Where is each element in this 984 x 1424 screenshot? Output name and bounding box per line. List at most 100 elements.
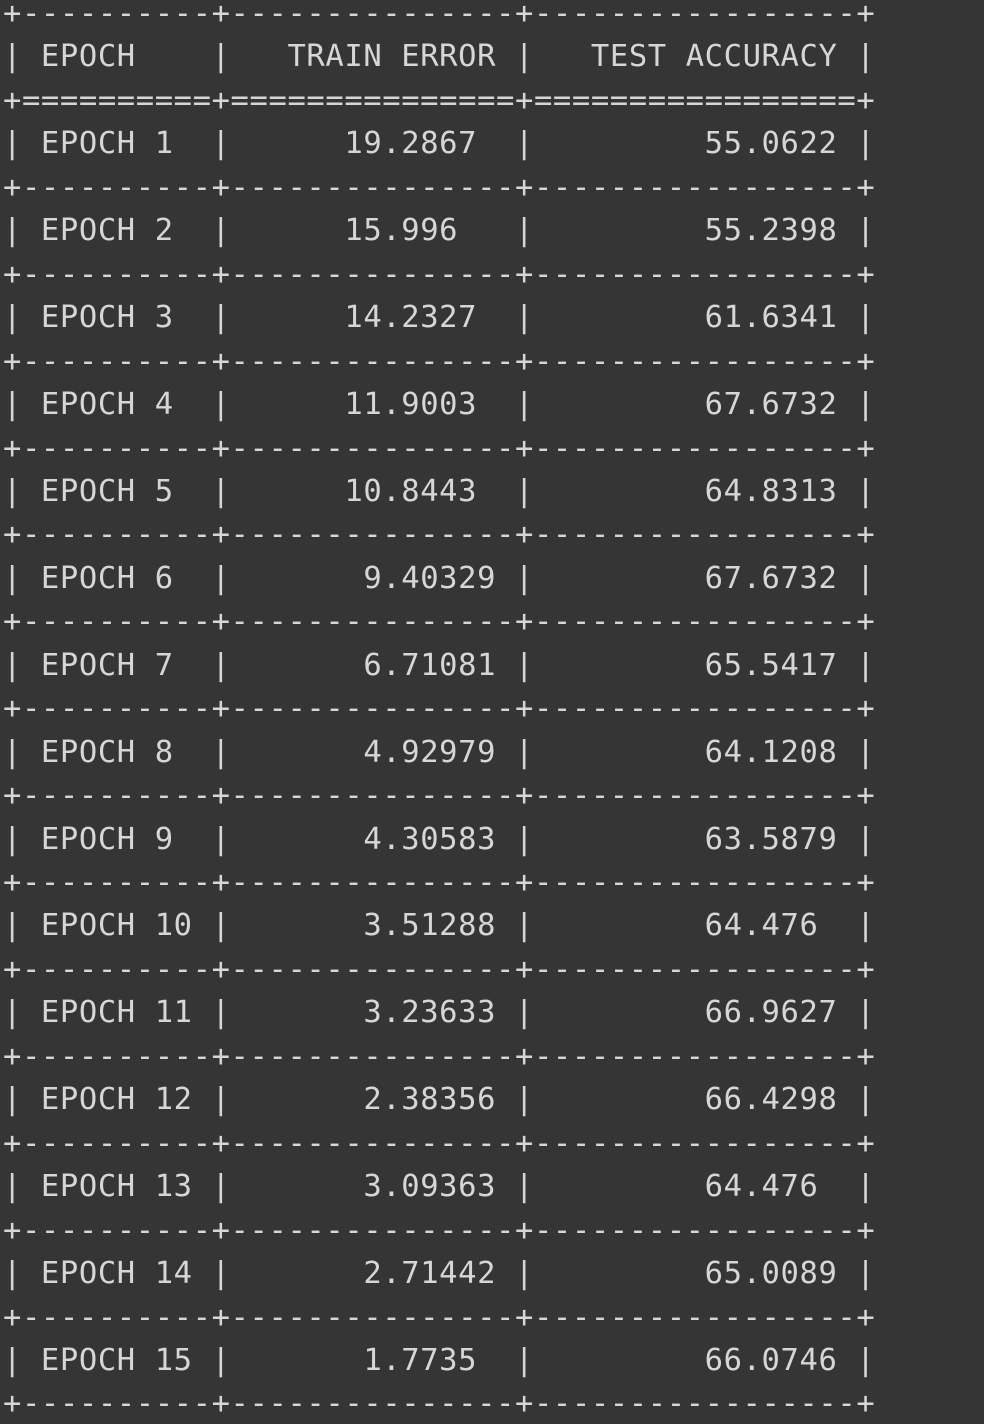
test-accuracy-cell: 65.0089 — [534, 1256, 857, 1292]
epoch-cell: EPOCH 9 — [21, 821, 212, 857]
train-error-cell: 11.9003 — [230, 387, 516, 423]
epoch-cell: EPOCH 1 — [21, 126, 212, 162]
column-separator: | — [3, 39, 22, 75]
table-row: | EPOCH 6 | 9.40329 | 67.6732 | — [3, 559, 875, 599]
test-accuracy-cell: 66.9627 — [534, 995, 857, 1031]
column-separator: | — [515, 908, 534, 944]
column-separator: | — [3, 560, 22, 596]
column-separator: | — [211, 1342, 231, 1378]
column-separator: | — [3, 1342, 22, 1378]
column-separator: | — [211, 734, 231, 770]
table-row: | EPOCH 15 | 1.7735 | 66.0746 | — [3, 1341, 875, 1381]
train-error-cell: 6.71081 — [230, 647, 516, 683]
column-separator: | — [3, 995, 22, 1031]
column-separator: | — [515, 213, 534, 249]
column-separator: | — [515, 734, 534, 770]
test-accuracy-cell: 66.0746 — [534, 1342, 857, 1378]
train-error-cell: 10.8443 — [230, 473, 516, 509]
column-separator: | — [515, 1169, 534, 1205]
train-error-cell: 14.2327 — [230, 300, 516, 336]
table-row: | EPOCH 14 | 2.71442 | 65.0089 | — [3, 1254, 875, 1294]
column-separator: | — [3, 387, 22, 423]
epoch-cell: EPOCH 3 — [21, 300, 212, 336]
test-accuracy-cell: 65.5417 — [534, 647, 857, 683]
column-separator: | — [3, 126, 22, 162]
test-accuracy-cell: 67.6732 — [534, 387, 857, 423]
epoch-cell: EPOCH 13 — [21, 1169, 212, 1205]
column-separator: | — [211, 995, 231, 1031]
column-separator: | — [856, 1342, 876, 1378]
table-border: +----------+---------------+------------… — [3, 1125, 876, 1161]
table-row: | EPOCH 5 | 10.8443 | 64.8313 | — [3, 472, 875, 512]
train-error-cell: 3.51288 — [230, 908, 516, 944]
table-row: | EPOCH 12 | 2.38356 | 66.4298 | — [3, 1080, 875, 1120]
column-separator: | — [3, 1256, 22, 1292]
column-separator: | — [856, 821, 876, 857]
column-separator: | — [3, 1082, 22, 1118]
column-separator: | — [3, 647, 22, 683]
column-separator: | — [856, 1169, 876, 1205]
epoch-cell: EPOCH 10 — [21, 908, 212, 944]
column-separator: | — [515, 387, 534, 423]
epoch-cell: EPOCH 5 — [21, 473, 212, 509]
table-row: | EPOCH 8 | 4.92979 | 64.1208 | — [3, 733, 875, 773]
column-separator: | — [515, 1342, 534, 1378]
header-cell: EPOCH — [21, 39, 212, 75]
column-separator: | — [856, 995, 876, 1031]
epoch-cell: EPOCH 4 — [21, 387, 212, 423]
column-separator: | — [515, 821, 534, 857]
column-separator: | — [856, 473, 876, 509]
column-separator: | — [211, 126, 231, 162]
column-separator: | — [211, 213, 231, 249]
column-separator: | — [211, 647, 231, 683]
header-cell: TEST ACCURACY — [534, 39, 857, 75]
column-separator: | — [3, 734, 22, 770]
column-separator: | — [856, 1256, 876, 1292]
table-border: +----------+---------------+------------… — [3, 778, 876, 814]
column-separator: | — [3, 300, 22, 336]
epoch-cell: EPOCH 14 — [21, 1256, 212, 1292]
table-border: +==========+===============+============… — [3, 82, 876, 118]
test-accuracy-cell: 55.0622 — [534, 126, 857, 162]
table-border: +----------+---------------+------------… — [3, 430, 876, 466]
column-separator: | — [211, 1256, 231, 1292]
table-row: | EPOCH 9 | 4.30583 | 63.5879 | — [3, 820, 875, 860]
epoch-cell: EPOCH 15 — [21, 1342, 212, 1378]
table-border: +----------+---------------+------------… — [3, 169, 876, 205]
table-row: | EPOCH 7 | 6.71081 | 65.5417 | — [3, 646, 875, 686]
train-error-cell: 4.92979 — [230, 734, 516, 770]
column-separator: | — [856, 647, 876, 683]
column-separator: | — [211, 300, 231, 336]
column-separator: | — [515, 1082, 534, 1118]
column-separator: | — [3, 821, 22, 857]
column-separator: | — [856, 908, 876, 944]
column-separator: | — [515, 647, 534, 683]
train-error-cell: 2.38356 — [230, 1082, 516, 1118]
column-separator: | — [515, 995, 534, 1031]
table-border: +----------+---------------+------------… — [3, 865, 876, 900]
column-separator: | — [211, 1082, 231, 1118]
column-separator: | — [515, 473, 534, 509]
table-border: +----------+---------------+------------… — [3, 1038, 876, 1074]
table-row: | EPOCH 3 | 14.2327 | 61.6341 | — [3, 298, 875, 338]
column-separator: | — [3, 1169, 22, 1205]
train-error-cell: 2.71442 — [230, 1256, 516, 1292]
column-separator: | — [211, 387, 231, 423]
test-accuracy-cell: 63.5879 — [534, 821, 857, 857]
train-error-cell: 4.30583 — [230, 821, 516, 857]
test-accuracy-cell: 64.1208 — [534, 734, 857, 770]
epoch-cell: EPOCH 2 — [21, 213, 212, 249]
epoch-cell: EPOCH 8 — [21, 734, 212, 770]
column-separator: | — [856, 560, 876, 596]
epoch-cell: EPOCH 7 — [21, 647, 212, 683]
column-separator: | — [515, 560, 534, 596]
table-border: +----------+---------------+------------… — [3, 517, 876, 553]
column-separator: | — [856, 39, 876, 75]
column-separator: | — [3, 908, 22, 944]
test-accuracy-cell: 64.476 — [534, 1169, 857, 1205]
column-separator: | — [211, 560, 231, 596]
column-separator: | — [211, 473, 231, 509]
test-accuracy-cell: 66.4298 — [534, 1082, 857, 1118]
column-separator: | — [856, 387, 876, 423]
column-separator: | — [515, 126, 534, 162]
